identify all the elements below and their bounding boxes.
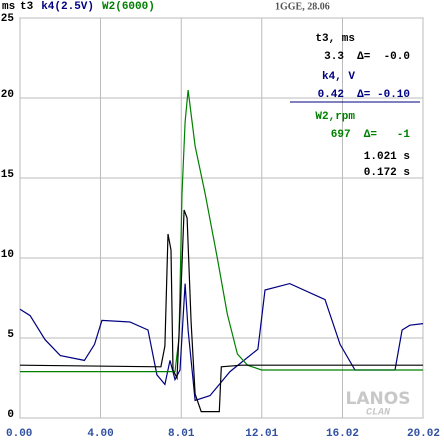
legend-entry: t3 — [20, 1, 34, 13]
readout: 1.021 s — [364, 151, 410, 163]
y-tick-label: 10 — [1, 249, 14, 261]
watermark: LANOS — [346, 389, 411, 409]
series-line — [19, 209, 423, 413]
legend-entry: k4(2.5V) — [41, 1, 94, 13]
readout: 3.3 Δ= -0.0 — [324, 51, 410, 63]
x-tick-label: 16.02 — [326, 428, 359, 440]
y-tick-label: 20 — [1, 89, 14, 101]
watermark: CLAN — [366, 408, 391, 419]
y-tick-label: 25 — [1, 13, 15, 25]
readout: 0.172 s — [364, 167, 410, 179]
readout: t3, ms — [315, 33, 355, 45]
y-tick-label: 0 — [7, 409, 14, 421]
readout: 697 Δ= -1 — [331, 129, 411, 141]
y-tick-label: 5 — [7, 329, 14, 341]
x-tick-label: 0.00 — [6, 428, 32, 440]
readout: W2,rpm — [315, 111, 355, 123]
x-tick-label: 20.02 — [407, 428, 440, 440]
series-line — [19, 282, 424, 402]
readout: 0.42 Δ= -0.10 — [318, 89, 410, 101]
subtitle: 1GGE, 28.06 — [275, 1, 330, 12]
y-tick-label: 15 — [1, 169, 15, 181]
x-tick-label: 12.01 — [245, 428, 278, 440]
series-line — [20, 89, 423, 373]
x-tick-label: 4.00 — [87, 428, 113, 440]
x-tick-label: 8.01 — [168, 428, 195, 440]
readout: k4, V — [322, 71, 355, 83]
legend-entry: W2(6000) — [102, 1, 155, 13]
y-axis-label: ms — [2, 1, 15, 13]
